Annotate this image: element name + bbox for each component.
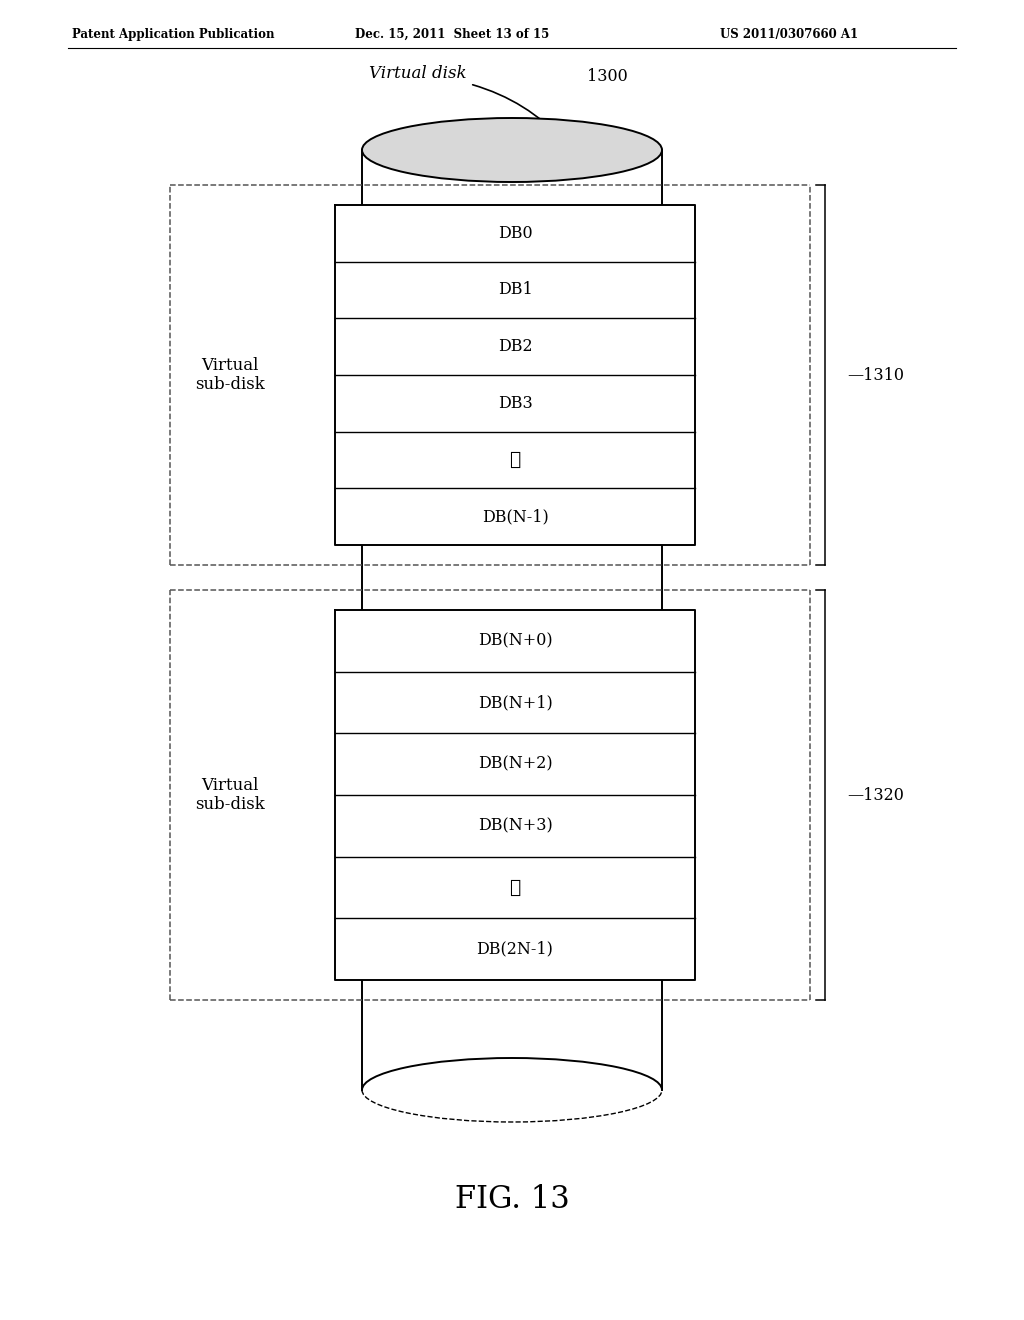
Text: DB(N-1): DB(N-1) — [481, 508, 549, 525]
Text: ⋮: ⋮ — [509, 879, 520, 896]
Text: DB3: DB3 — [498, 395, 532, 412]
Text: Virtual
sub-disk: Virtual sub-disk — [196, 356, 265, 393]
Text: Virtual
sub-disk: Virtual sub-disk — [196, 776, 265, 813]
Text: DB(N+0): DB(N+0) — [477, 632, 552, 649]
Text: DB2: DB2 — [498, 338, 532, 355]
Text: DB0: DB0 — [498, 224, 532, 242]
Text: —1310: —1310 — [847, 367, 904, 384]
Text: DB(N+2): DB(N+2) — [477, 755, 552, 772]
Text: US 2011/0307660 A1: US 2011/0307660 A1 — [720, 28, 858, 41]
Bar — [335, 205, 695, 545]
Text: ⋮: ⋮ — [509, 451, 520, 469]
Text: Patent Application Publication: Patent Application Publication — [72, 28, 274, 41]
Text: Dec. 15, 2011  Sheet 13 of 15: Dec. 15, 2011 Sheet 13 of 15 — [355, 28, 549, 41]
Text: FIG. 13: FIG. 13 — [455, 1184, 569, 1216]
Text: DB(N+1): DB(N+1) — [477, 694, 552, 711]
Text: DB(N+3): DB(N+3) — [477, 817, 552, 834]
Bar — [335, 610, 695, 979]
Text: DB1: DB1 — [498, 281, 532, 298]
Ellipse shape — [362, 117, 662, 182]
Text: 1300: 1300 — [587, 69, 628, 86]
Text: —1320: —1320 — [847, 787, 904, 804]
Text: DB(2N-1): DB(2N-1) — [476, 941, 553, 958]
Text: Virtual disk: Virtual disk — [370, 65, 467, 82]
Bar — [362, 150, 662, 1090]
